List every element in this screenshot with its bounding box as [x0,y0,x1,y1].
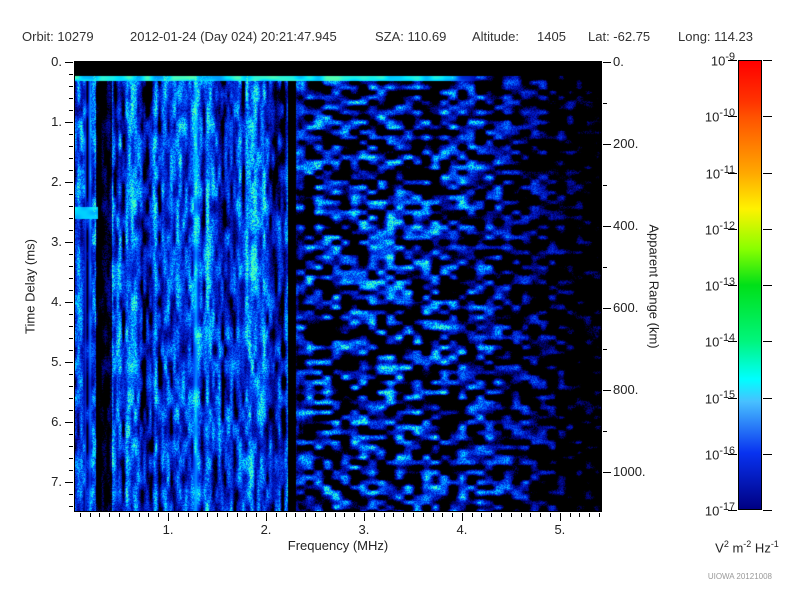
x-tick-label: 1. [162,522,174,537]
y-right-tick-label: 400. [613,218,639,234]
colorbar-tick-label: 10-13 [704,276,735,294]
colorbar-tick-label: 10-17 [704,501,735,519]
colorbar-tick-label: 10-16 [704,444,735,463]
y-right-tick-label: 600. [613,300,639,316]
y-axis-title-apparent-range: Apparent Range (km) [646,224,662,349]
credit-text: UIOWA 20121008 [707,572,772,581]
altitude-value: 1405 [537,29,566,44]
x-tick-label: 2. [260,522,272,537]
latitude-value: Lat: -62.75 [588,29,651,44]
orbit-value: Orbit: 10279 [22,29,94,44]
spectrogram-canvas [75,62,601,511]
x-tick-label: 5. [554,522,566,537]
colorbar-tick-label: 10-12 [704,219,735,238]
longitude-value: Long: 114.23 [678,29,753,44]
y-left-tick-label: 3. [51,234,62,250]
x-axis-title-frequency: Frequency (MHz) [287,538,389,553]
y-left-tick-label: 2. [51,174,62,190]
y-left-tick-label: 1. [51,114,62,130]
datetime-value: 2012-01-24 (Day 024) 20:21:47.945 [130,29,337,44]
spectrogram-plot-frame [74,61,602,512]
y-left-tick-label: 5. [51,354,62,370]
y-left-tick-label: 6. [51,414,62,430]
sza-value: SZA: 110.69 [375,29,447,44]
colorbar-tick-label: 10-15 [704,388,735,406]
y-left-tick-label: 7. [51,474,62,490]
colorbar-tick-label: 10-9 [710,51,735,69]
y-left-tick-label: 4. [51,294,62,310]
colorbar-units-label: V2 m-2 Hz-1 [715,539,779,556]
colorbar-gradient [738,60,762,510]
y-right-tick-label: 1000. [613,464,646,480]
y-left-tick-label: 0. [51,54,62,69]
altitude-label: Altitude: [472,29,519,44]
colorbar-tick-label: 10-11 [705,163,735,181]
colorbar-tick-label: 10-14 [704,332,735,350]
y-right-tick-label: 800. [613,382,639,398]
y-right-tick-label: 200. [613,136,639,151]
colorbar-tick-label: 10-10 [704,107,735,125]
y-right-tick-label: 0. [613,54,624,69]
x-tick-label: 4. [456,522,468,537]
x-tick-label: 3. [358,522,370,537]
